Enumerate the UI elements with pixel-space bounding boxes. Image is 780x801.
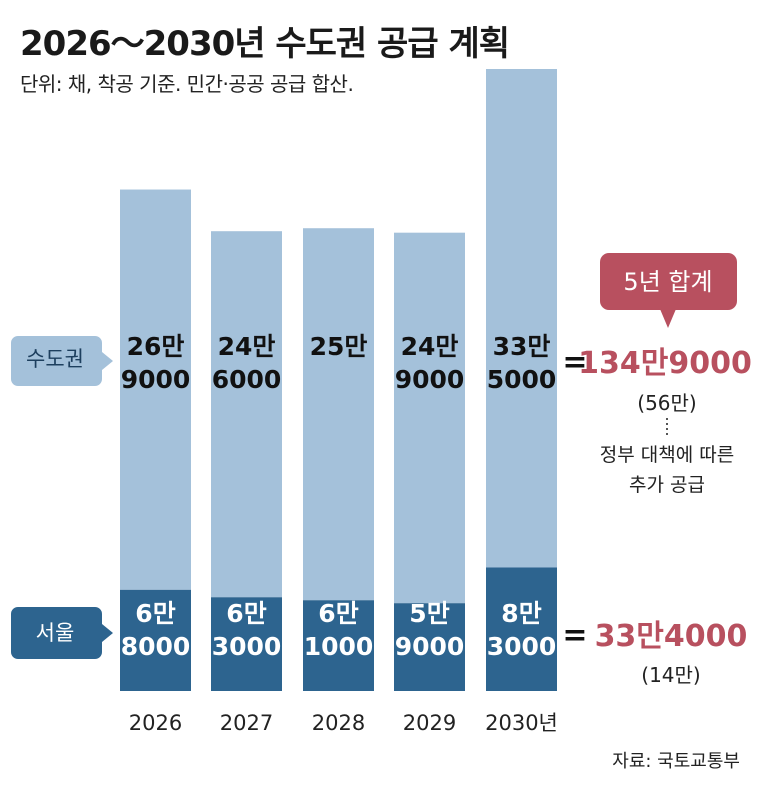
label-seoul-2028-0: 6만 (318, 599, 358, 628)
callout-pointer (660, 309, 676, 328)
label-seoul-2029-0: 5만 (409, 599, 449, 628)
label-seoul-2026-1: 8000 (121, 632, 191, 661)
bar-seoul-2027 (211, 597, 282, 691)
x-tick-2027: 2027 (220, 711, 273, 735)
bar-capital-area-2030년 (486, 69, 557, 568)
bar-capital-area-2028 (303, 228, 374, 601)
legend-tag-capital-area (11, 336, 113, 386)
label-capital-area-2027-0: 24만 (218, 332, 276, 361)
note-line-0: 정부 대책에 따른 (600, 444, 734, 466)
equals-sign-capital-area: = (562, 345, 587, 380)
bar-capital-area-2026 (120, 189, 191, 590)
bar-seoul-2029 (394, 603, 465, 691)
label-capital-area-2026-0: 26만 (127, 332, 185, 361)
callout-box (600, 253, 737, 310)
label-seoul-2027-1: 3000 (212, 632, 282, 661)
label-capital-area-2026-1: 9000 (121, 365, 191, 394)
label-seoul-2029-1: 9000 (395, 632, 465, 661)
label-seoul-2026-0: 6만 (135, 599, 175, 628)
bar-capital-area-2029 (394, 232, 465, 604)
note-line-1: 추가 공급 (629, 474, 705, 496)
label-seoul-2030년-0: 8만 (501, 599, 541, 628)
total-capital-area: 134만9000 (578, 346, 752, 381)
equals-sign-seoul: = (562, 618, 587, 653)
extra-capital-area: (56만) (637, 391, 696, 415)
label-capital-area-2029-1: 9000 (395, 365, 465, 394)
bar-seoul-2026 (120, 589, 191, 691)
legend-label-seoul: 서울 (36, 621, 75, 645)
label-capital-area-2030년-0: 33만 (493, 332, 551, 361)
label-seoul-2030년-1: 3000 (487, 632, 557, 661)
x-tick-2030년: 2030년 (485, 711, 558, 735)
label-capital-area-2030년-1: 5000 (487, 365, 557, 394)
label-capital-area-2028-0: 25만 (310, 332, 368, 361)
total-seoul: 33만4000 (595, 619, 748, 654)
callout-label: 5년 합계 (623, 268, 712, 296)
legend-tag-seoul (11, 607, 113, 659)
x-tick-2028: 2028 (312, 711, 365, 735)
bar-seoul-2028 (303, 600, 374, 691)
chart-subtitle: 단위: 채, 착공 기준. 민간·공공 공급 합산. (20, 72, 354, 96)
label-capital-area-2027-1: 6000 (212, 365, 282, 394)
x-tick-2029: 2029 (403, 711, 456, 735)
label-capital-area-2029-0: 24만 (401, 332, 459, 361)
x-tick-2026: 2026 (129, 711, 182, 735)
extra-seoul: (14만) (641, 663, 700, 687)
label-seoul-2027-0: 6만 (226, 599, 266, 628)
bar-seoul-2030년 (486, 567, 557, 691)
chart-title: 2026～2030년 수도권 공급 계획 (20, 24, 510, 64)
source-note: 자료: 국토교통부 (612, 751, 740, 772)
legend-label-capital-area: 수도권 (26, 347, 84, 371)
bar-capital-area-2027 (211, 231, 282, 598)
label-seoul-2028-1: 1000 (304, 632, 374, 661)
